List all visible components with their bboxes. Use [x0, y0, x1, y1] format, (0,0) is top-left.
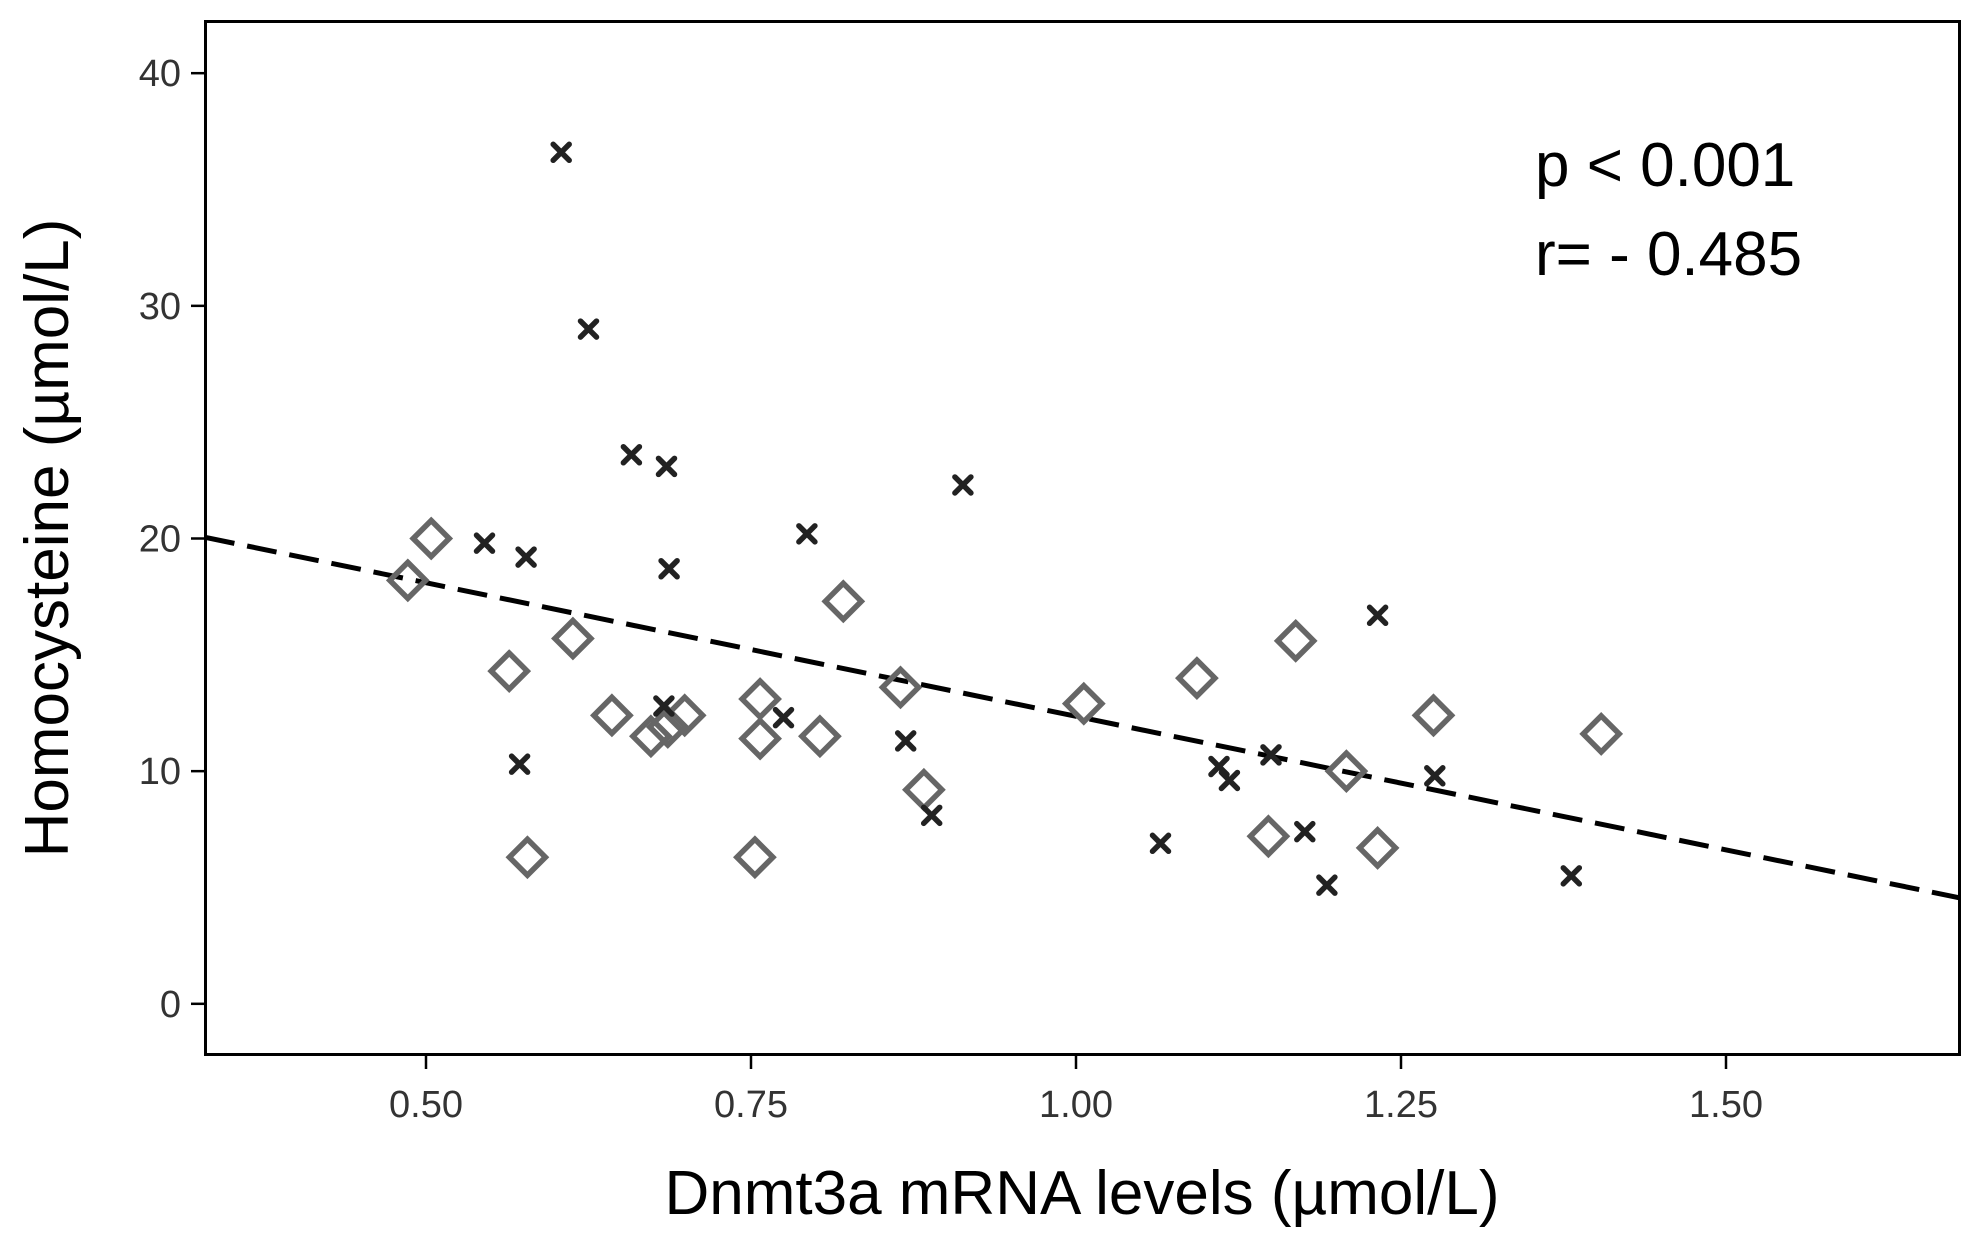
x-tick-label: 1.00 [1039, 1084, 1113, 1126]
cross-point [1560, 865, 1583, 887]
x-tick-label: 0.50 [389, 1084, 463, 1126]
diamond-point [1175, 656, 1219, 700]
diamond-point [1355, 826, 1400, 870]
y-tick-label: 40 [139, 53, 181, 95]
diamond-point [409, 516, 454, 561]
cross-point [796, 523, 818, 545]
cross-point [894, 730, 917, 752]
diamond-point [551, 616, 595, 661]
cross-point [772, 706, 795, 729]
x-axis-title: Dnmt3a mRNA levels (µmol/L) [664, 1159, 1499, 1228]
diamond-point [821, 579, 866, 624]
cross-point [1218, 769, 1241, 792]
cross-point [1366, 604, 1389, 627]
diamond-point [798, 714, 842, 759]
cross-point [655, 455, 678, 478]
x-tick-label: 1.25 [1364, 1084, 1438, 1126]
diamond-point [1579, 712, 1624, 756]
diamond-point [1061, 681, 1106, 726]
diamond-point [878, 665, 923, 710]
diamond-point [590, 693, 634, 738]
cross-point [515, 546, 537, 568]
y-axis-title: Homocysteine (µmol/L) [13, 219, 82, 858]
x-tick-label: 1.50 [1689, 1084, 1763, 1126]
diamond-point [738, 716, 782, 761]
diamond-point [738, 677, 782, 721]
diamond-point [645, 705, 690, 749]
cross-point [1294, 820, 1316, 843]
x-tick-label: 0.75 [714, 1084, 788, 1126]
diamond-point [902, 767, 946, 812]
cross-point [620, 443, 643, 466]
diamond-point [1324, 749, 1369, 794]
cross-point [1149, 832, 1172, 855]
cross-point [1316, 874, 1338, 896]
diamond-point [629, 714, 673, 759]
cross-point [952, 474, 974, 496]
cross-point [653, 695, 675, 717]
cross-point [920, 804, 943, 827]
cross-point [577, 318, 600, 340]
diamond-point [662, 693, 707, 738]
y-tick-label: 0 [160, 984, 181, 1026]
cross-point [658, 557, 680, 580]
y-tick-label: 30 [139, 286, 181, 328]
cross-point [1424, 765, 1446, 787]
diamond-point [1246, 814, 1291, 859]
diamond-point [1273, 618, 1318, 663]
cross-point [550, 141, 572, 164]
cross-point [1260, 744, 1282, 766]
stat-p-value: p < 0.001 [1535, 131, 1795, 200]
y-tick-label: 10 [139, 751, 181, 793]
cross-point [473, 532, 496, 554]
stat-r-value: r= - 0.485 [1535, 220, 1802, 289]
diamond-point [733, 835, 777, 880]
diamond-point [1411, 693, 1456, 738]
diamond-point [385, 558, 430, 603]
y-tick-label: 20 [139, 519, 181, 561]
diamond-point [487, 649, 532, 694]
diamond-point [505, 835, 550, 880]
cross-point [508, 753, 531, 775]
